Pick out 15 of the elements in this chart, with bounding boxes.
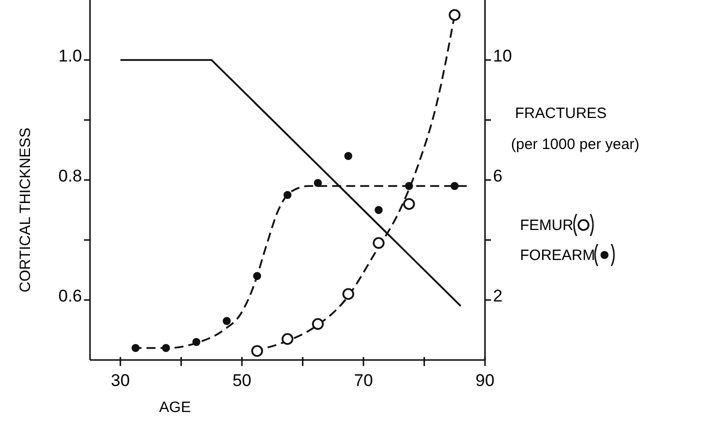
y-axis-title: CORTICAL THICKNESS [17,128,34,292]
legend-label: FEMUR [520,217,574,234]
y-tick-label: 0.6 [58,286,82,306]
x-axis-title: AGE [159,399,191,416]
x-tick-label: 50 [232,371,252,390]
y2-tick-label: 6 [493,166,502,186]
legend-label: FOREARM [520,247,595,264]
y-tick-label: 0.8 [58,166,82,186]
y2-tick-label: 2 [493,286,502,306]
y2-axis-title: FRACTURES (per 1000 per year) [511,105,640,153]
x-tick-label: 90 [476,371,494,390]
x-tick-label: 70 [354,371,373,390]
y-tick-label: 1.0 [58,46,82,66]
y2-tick-label: 10 [493,46,512,66]
x-tick-label: 30 [110,371,130,390]
